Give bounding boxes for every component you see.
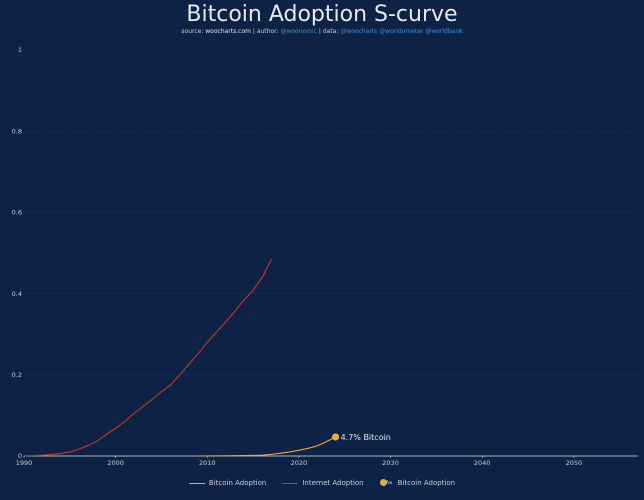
y-tick-label: 0.8 [12, 127, 22, 135]
x-tick-label: 2040 [474, 459, 491, 467]
bitcoin-current-marker [331, 433, 340, 441]
chart-subtitle: source: woocharts.com | author: @woonomi… [0, 28, 644, 35]
author-link[interactable]: @woonomic [280, 28, 317, 35]
data-label: | data: [318, 28, 339, 35]
bitcoin-marker-label: 4.7% Bitcoin [341, 433, 391, 442]
y-tick-label: 1 [18, 46, 22, 54]
y-tick-label: 0.4 [12, 290, 22, 298]
y-tick-label: 0.6 [12, 209, 22, 217]
x-tick-label: 2030 [382, 459, 399, 467]
legend-label: Bitcoin Adoption [208, 479, 267, 487]
x-tick-label: 2020 [291, 459, 308, 467]
x-tick-label: 1990 [16, 459, 33, 467]
series-layer [23, 258, 336, 457]
legend-line-swatch [188, 482, 205, 484]
legend-item[interactable]: Aa Bitcoin Adoption [379, 479, 456, 487]
x-tick-label: 2050 [566, 459, 583, 467]
x-axis: 1990 2000 2010 2020 2030 2040 2050 [16, 455, 638, 467]
legend-item[interactable]: Internet Adoption [282, 479, 364, 487]
legend-line-swatch [282, 482, 299, 484]
chart-legend: Bitcoin Adoption Internet Adoption Aa Bitco… [0, 479, 644, 487]
y-tick-label: 0 [18, 452, 22, 460]
marker-layer: 4.7% Bitcoin [331, 433, 391, 442]
y-tick-label: 0.2 [12, 371, 22, 379]
source-label: source: [181, 28, 204, 35]
author-label: | author: [252, 28, 279, 35]
y-axis: 0 0.2 0.4 0.6 0.8 1 [12, 46, 22, 460]
legend-label: Internet Adoption [302, 479, 364, 487]
x-tick-label: 2010 [199, 459, 216, 467]
source-site: woocharts.com [205, 28, 251, 35]
legend-item[interactable]: Bitcoin Adoption [188, 479, 267, 487]
data-sources-link[interactable]: @woocharts @worldometer @worldbank [340, 28, 463, 35]
chart-title: Bitcoin Adoption S-curve [186, 2, 458, 27]
x-tick-label: 2000 [107, 459, 124, 467]
grid-layer [24, 49, 638, 376]
internet-adoption-line [23, 258, 272, 457]
bitcoin-adoption-line [198, 436, 336, 457]
legend-marker-swatch: Aa [379, 479, 394, 487]
legend-label: Bitcoin Adoption [397, 479, 456, 487]
